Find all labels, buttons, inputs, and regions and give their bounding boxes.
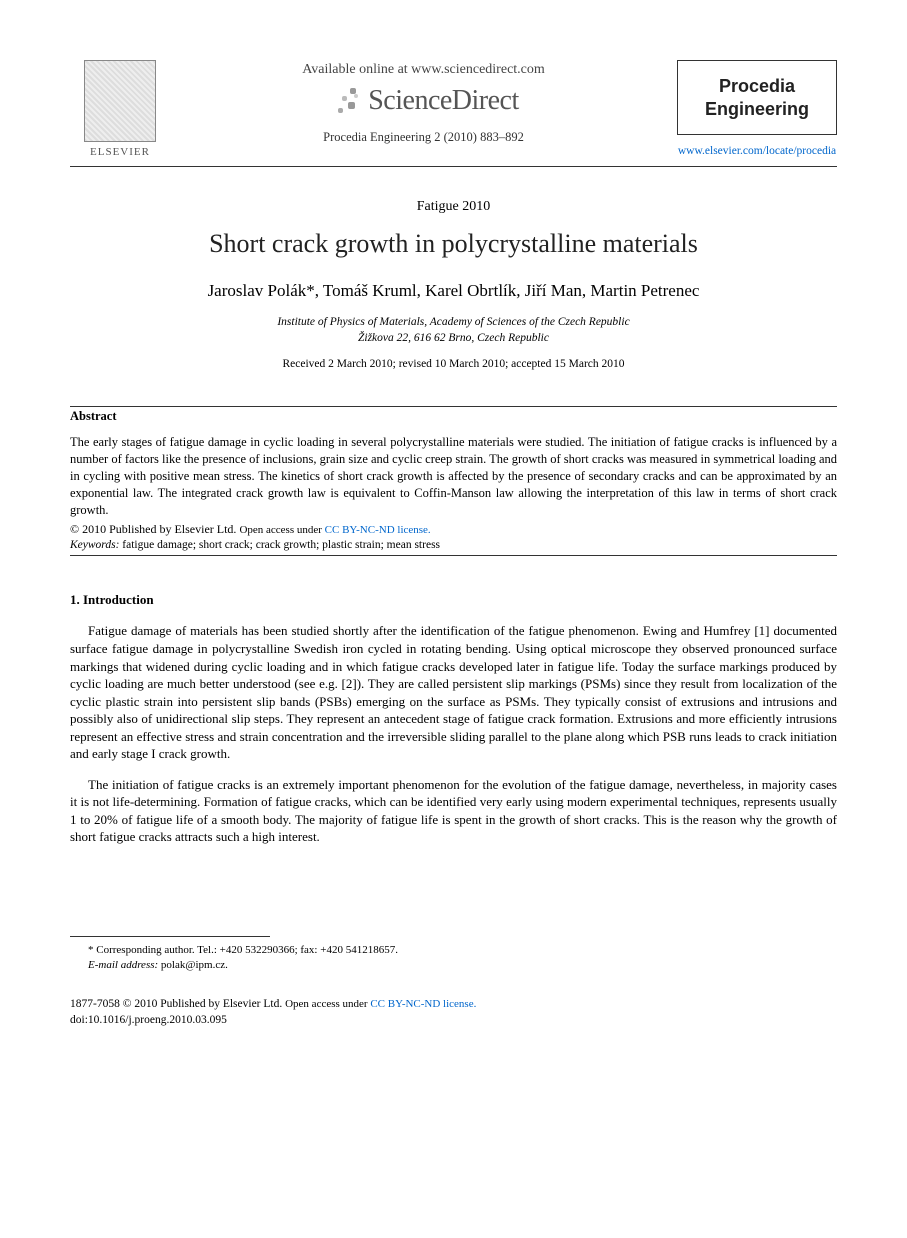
- section-1-heading: 1. Introduction: [70, 592, 837, 608]
- abstract-body: The early stages of fatigue damage in cy…: [70, 434, 837, 518]
- publisher-block: ELSEVIER: [70, 60, 170, 158]
- abstract-bottom-rule: [70, 555, 837, 556]
- footnote-block: * Corresponding author. Tel.: +420 53229…: [70, 943, 837, 974]
- footer-line1: 1877-7058 © 2010 Published by Elsevier L…: [70, 996, 837, 1012]
- journal-line1: Procedia: [719, 76, 795, 96]
- journal-line2: Engineering: [705, 99, 809, 119]
- elsevier-tree-icon: [84, 60, 156, 142]
- publisher-label: ELSEVIER: [70, 146, 170, 158]
- header-row: ELSEVIER Available online at www.science…: [70, 60, 837, 158]
- available-online-text: Available online at www.sciencedirect.co…: [170, 62, 677, 78]
- doi-line: doi:10.1016/j.proeng.2010.03.095: [70, 1012, 837, 1028]
- journal-name: Procedia Engineering: [686, 75, 828, 120]
- abstract-heading: Abstract: [70, 409, 837, 424]
- header-center: Available online at www.sciencedirect.co…: [170, 60, 677, 145]
- keywords-values: fatigue damage; short crack; crack growt…: [119, 539, 440, 551]
- issn: 1877-7058: [70, 998, 123, 1010]
- article-title: Short crack growth in polycrystalline ma…: [70, 229, 837, 259]
- journal-url[interactable]: www.elsevier.com/locate/procedia: [677, 145, 837, 157]
- email-line: E-mail address: polak@ipm.cz.: [88, 958, 837, 973]
- footnote-separator: [70, 936, 270, 937]
- article-dates: Received 2 March 2010; revised 10 March …: [70, 358, 837, 370]
- email-label: E-mail address:: [88, 959, 158, 971]
- page-container: ELSEVIER Available online at www.science…: [0, 0, 907, 1068]
- footer-block: 1877-7058 © 2010 Published by Elsevier L…: [70, 996, 837, 1028]
- conference-name: Fatigue 2010: [70, 199, 837, 215]
- footer-license-lead: Open access under: [285, 998, 370, 1010]
- affiliation: Institute of Physics of Materials, Acade…: [70, 315, 837, 346]
- keywords-label: Keywords:: [70, 539, 119, 551]
- intro-para-2: The initiation of fatigue cracks is an e…: [70, 776, 837, 846]
- author-list: Jaroslav Polák*, Tomáš Kruml, Karel Obrt…: [70, 281, 837, 301]
- affiliation-line1: Institute of Physics of Materials, Acade…: [277, 316, 629, 328]
- sciencedirect-logo: ScienceDirect: [170, 84, 677, 118]
- journal-frame: Procedia Engineering: [677, 60, 837, 135]
- citation-line: Procedia Engineering 2 (2010) 883–892: [170, 130, 677, 145]
- keywords-line: Keywords: fatigue damage; short crack; c…: [70, 539, 837, 551]
- footer-copyright: © 2010 Published by Elsevier Ltd.: [123, 998, 283, 1010]
- intro-para-1: Fatigue damage of materials has been stu…: [70, 622, 837, 762]
- affiliation-line2: Žižkova 22, 616 62 Brno, Czech Republic: [358, 332, 549, 344]
- license-link[interactable]: CC BY-NC-ND license.: [325, 524, 431, 536]
- header-rule: [70, 166, 837, 167]
- journal-box: Procedia Engineering www.elsevier.com/lo…: [677, 60, 837, 157]
- sciencedirect-text: ScienceDirect: [368, 85, 519, 117]
- footer-license-link[interactable]: CC BY-NC-ND license.: [370, 998, 476, 1010]
- copyright-text: © 2010 Published by Elsevier Ltd.: [70, 522, 236, 536]
- abstract-copyright: © 2010 Published by Elsevier Ltd. Open a…: [70, 522, 837, 537]
- sd-swirl-icon: [328, 84, 362, 118]
- corresponding-author: * Corresponding author. Tel.: +420 53229…: [88, 943, 837, 958]
- license-lead: Open access under: [239, 524, 324, 536]
- email-value: polak@ipm.cz.: [158, 959, 228, 971]
- abstract-top-rule: [70, 406, 837, 407]
